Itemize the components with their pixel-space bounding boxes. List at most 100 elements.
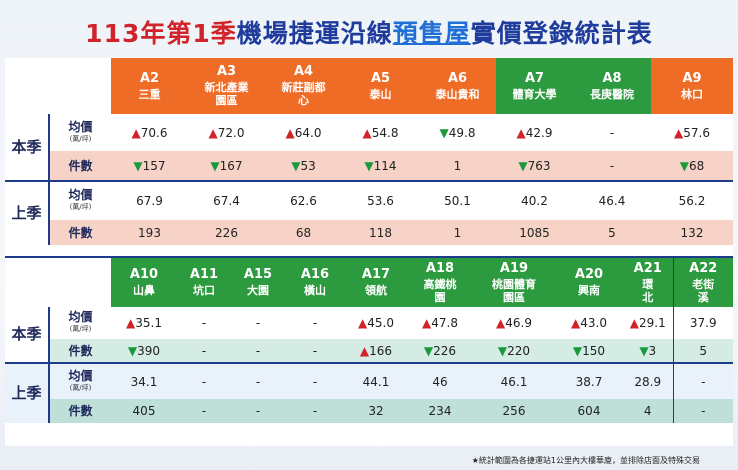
cell-value: 157 (142, 158, 166, 173)
station-code: A18 (425, 260, 455, 276)
station-code: A21 (633, 260, 662, 276)
header-blank (5, 257, 111, 307)
station-header-a8: A8 長庚醫院 (573, 58, 651, 114)
cell-value: 1 (453, 158, 462, 173)
station-header-a7: A7 體育大學 (496, 58, 573, 114)
trend-arrow: ▼ (639, 343, 649, 358)
cell-value: 53 (300, 158, 316, 173)
station-name: 高鐵桃園 (423, 277, 457, 304)
station-name: 大園 (247, 284, 269, 297)
trend-arrow: ▼ (439, 125, 449, 140)
station-header-a6: A6 泰山貴和 (419, 58, 496, 114)
cell-last-cnt: - (231, 399, 285, 423)
count-text: 件數 (68, 343, 93, 358)
page-title: 113年第1季機場捷運沿線預售屋實價登錄統計表 (0, 14, 738, 50)
cell-value: 46.9 (505, 316, 532, 330)
top-this-avg-row: 本季 均價 (萬/坪) ▲70.6 ▲72.0 ▲64.0 ▲54.8 ▼49.8 ▲42.… (5, 114, 733, 181)
trend-arrow: ▲ (629, 316, 639, 330)
station-name: 橫山 (304, 284, 326, 297)
unit-text: (萬/坪) (69, 383, 92, 392)
trend-arrow: ▼ (291, 158, 301, 173)
cell-value: - (201, 343, 207, 358)
this-season-text: 本季 (11, 137, 42, 156)
station-code: A5 (370, 70, 391, 86)
cell-last-cnt: 226 (188, 220, 265, 245)
cell-last-avg: 38.7 (555, 363, 623, 399)
cell-this-cnt: 5 (672, 339, 733, 363)
cell-value: 150 (582, 343, 606, 358)
cell-last-cnt: 1 (419, 220, 496, 245)
cell-value: 763 (527, 158, 551, 173)
cell-last-avg: 40.2 (496, 181, 573, 220)
count-label: 件數 (49, 339, 111, 363)
trend-arrow: ▼ (127, 343, 138, 358)
cell-value: 57.6 (683, 125, 710, 140)
cell-last-cnt: 193 (111, 220, 188, 245)
cell-this-cnt: ▼157 (111, 151, 188, 181)
cell-last-avg: 67.9 (111, 181, 188, 220)
cell-last-avg: 53.6 (342, 181, 419, 220)
trend-arrow: ▲ (285, 125, 295, 140)
station-name: 三重 (138, 87, 161, 101)
cell-value: - (609, 125, 615, 140)
trend-arrow: ▲ (359, 343, 370, 358)
cell-last-avg: 28.9 (623, 363, 673, 399)
cell-last-cnt: - (285, 399, 345, 423)
cell-this-avg: ▲42.9 (496, 114, 573, 151)
top-table: A2 三重 A3 新北產業園區 A4 新莊副都心 A5 泰山 A6 泰山貴和 A7 體育大學 A8 長庚醫… (5, 58, 733, 245)
cell-this-cnt: ▼53 (265, 151, 342, 181)
station-code: A7 (524, 70, 545, 86)
top-header-row: A2 三重 A3 新北產業園區 A4 新莊副都心 A5 泰山 A6 泰山貴和 A7 體育大學 A8 長庚醫… (5, 58, 733, 114)
cell-last-cnt: 118 (342, 220, 419, 245)
cell-value: 3 (648, 343, 657, 358)
cell-last-avg: - (672, 363, 733, 399)
cell-value: - (312, 316, 318, 330)
avg-text: 均價 (68, 368, 93, 383)
cell-this-cnt: ▼114 (342, 151, 419, 181)
cell-value: 166 (369, 343, 393, 358)
cell-this-avg: - (285, 307, 345, 339)
stats-board: A2 三重 A3 新北產業園區 A4 新莊副都心 A5 泰山 A6 泰山貴和 A7 體育大學 A8 長庚醫… (5, 58, 733, 446)
cell-last-avg: - (231, 363, 285, 399)
station-header-a9: A9 林口 (651, 58, 733, 114)
station-name: 泰山 (369, 87, 392, 101)
station-name: 新北產業園區 (204, 81, 249, 107)
avg-label: 均價 (萬/坪) (49, 181, 111, 220)
cell-last-avg: 46.4 (573, 181, 651, 220)
station-code: A22 (689, 260, 718, 276)
cell-value: 45.0 (367, 316, 394, 330)
cell-last-avg: 46.1 (473, 363, 555, 399)
cell-value: 37.9 (689, 316, 717, 330)
bottom-last-avg-row: 上季 均價 (萬/坪) 34.1- - -44.1 46 46.1 38.7 28.9- (5, 363, 733, 423)
station-name: 環北 (642, 277, 654, 304)
cell-this-cnt: - (285, 339, 345, 363)
cell-this-avg: ▲47.8 (407, 307, 473, 339)
unit-text: (萬/坪) (69, 203, 92, 211)
station-code: A19 (499, 260, 529, 276)
top-this-count-row: 件數 ▼157 ▼167 ▼53 ▼114 1 ▼763- ▼68 (5, 151, 733, 181)
cell-value: - (609, 158, 615, 173)
count-text: 件數 (68, 158, 93, 173)
station-name: 泰山貴和 (435, 87, 480, 101)
cell-this-cnt: - (231, 339, 285, 363)
cell-this-avg: 37.9 (672, 307, 733, 339)
cell-this-avg: ▲43.0 (555, 307, 623, 339)
cell-value: 54.8 (371, 125, 399, 140)
station-code: A10 (129, 267, 159, 282)
cell-value: 35.1 (135, 316, 162, 330)
bottom-last-count-row: 件數 405- - -32 234 256 604 4- (5, 399, 733, 423)
cell-value: 68 (688, 158, 705, 173)
station-name: 老街溪 (692, 277, 715, 304)
cell-last-cnt: 132 (651, 220, 733, 245)
avg-text: 均價 (68, 119, 93, 134)
cell-last-avg: 62.6 (265, 181, 342, 220)
cell-last-cnt: 5 (573, 220, 651, 245)
cell-last-avg: 46 (407, 363, 473, 399)
station-code: A8 (602, 70, 622, 86)
cell-this-cnt: ▲166 (345, 339, 407, 363)
station-header-a16: A16 橫山 (285, 257, 345, 307)
station-code: A11 (189, 267, 219, 282)
count-text: 件數 (68, 225, 93, 240)
station-code: A15 (243, 267, 273, 282)
cell-this-avg: - (177, 307, 231, 339)
